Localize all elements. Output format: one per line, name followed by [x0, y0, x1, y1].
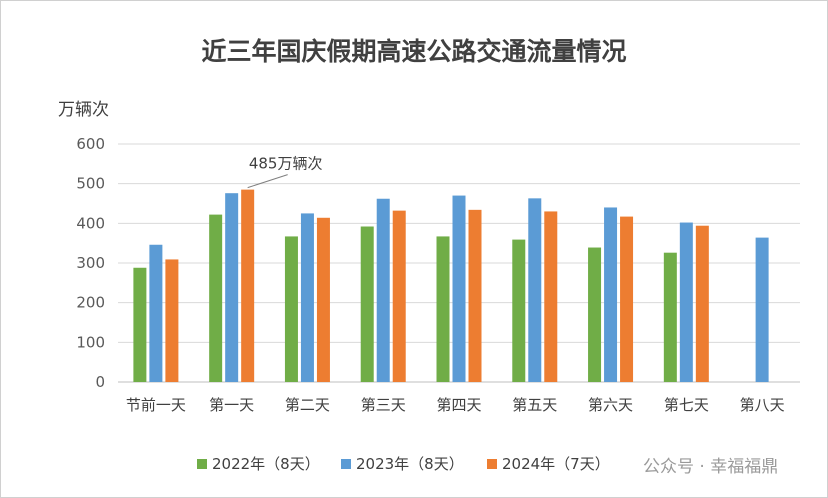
bar-2-9 [755, 237, 769, 382]
legend-swatch-3 [487, 459, 497, 469]
y-axis-unit-label: 万辆次 [58, 100, 109, 120]
x-category-label: 第五天 [512, 396, 557, 414]
y-tick-label: 400 [76, 214, 105, 232]
legend-swatch-2 [341, 459, 351, 469]
bar-2-7 [604, 207, 618, 382]
annotations: 485万辆次 [247, 155, 323, 189]
bar-2-6 [528, 198, 542, 382]
bar-3-7 [620, 216, 634, 382]
bar-3-8 [695, 225, 709, 382]
bar-3-5 [468, 209, 482, 382]
bar-1-2 [209, 214, 223, 382]
bar-1-7 [588, 247, 602, 382]
y-tick-label: 200 [76, 294, 105, 312]
x-category-label: 第四天 [436, 396, 481, 414]
bar-3-3 [316, 217, 330, 382]
x-category-label: 第二天 [285, 396, 330, 414]
x-axis-categories: 节前一天 第一天 第二天 第三天 第四天 第五天 第六天 第七天 第八天 [126, 396, 785, 414]
y-tick-label: 500 [76, 175, 105, 193]
bar-3-4 [392, 210, 406, 382]
bar-1-1 [133, 267, 147, 382]
bar-2-4 [376, 198, 390, 382]
x-category-label: 第三天 [361, 396, 406, 414]
annotation-leader-line [247, 174, 288, 189]
bar-2-8 [679, 222, 693, 382]
x-category-label: 第六天 [588, 396, 633, 414]
bar-3-2 [241, 189, 255, 382]
bar-2-3 [300, 213, 314, 382]
bar-2-5 [452, 195, 466, 382]
x-category-label: 第八天 [740, 396, 785, 414]
x-category-label: 第七天 [664, 396, 709, 414]
y-tick-label: 600 [76, 135, 105, 153]
bar-1-6 [512, 239, 526, 382]
x-category-label: 第一天 [209, 396, 254, 414]
legend: 2022年（8天） 2023年（8天） 2024年（7天） [197, 455, 610, 473]
bars [133, 189, 769, 382]
bar-1-8 [663, 252, 677, 382]
y-axis-ticks: 0 100 200 300 400 500 600 [76, 135, 105, 391]
bar-2-1 [149, 244, 163, 382]
watermark-text: 公众号 · 幸福福鼎 [643, 457, 778, 477]
bar-3-1 [165, 259, 179, 382]
bar-1-5 [436, 236, 450, 382]
data-annotation-label: 485万辆次 [249, 155, 323, 173]
bar-1-3 [284, 236, 298, 382]
x-category-label: 节前一天 [126, 396, 186, 414]
legend-swatch-1 [197, 459, 207, 469]
bar-1-4 [360, 226, 374, 382]
bar-3-6 [544, 211, 558, 382]
legend-label-1: 2022年（8天） [212, 455, 320, 473]
bar-2-2 [225, 193, 239, 382]
legend-label-2: 2023年（8天） [356, 455, 464, 473]
y-tick-label: 0 [95, 373, 105, 391]
y-tick-label: 100 [76, 333, 105, 351]
legend-label-3: 2024年（7天） [502, 455, 610, 473]
chart-title: 近三年国庆假期高速公路交通流量情况 [201, 37, 626, 66]
y-tick-label: 300 [76, 254, 105, 272]
